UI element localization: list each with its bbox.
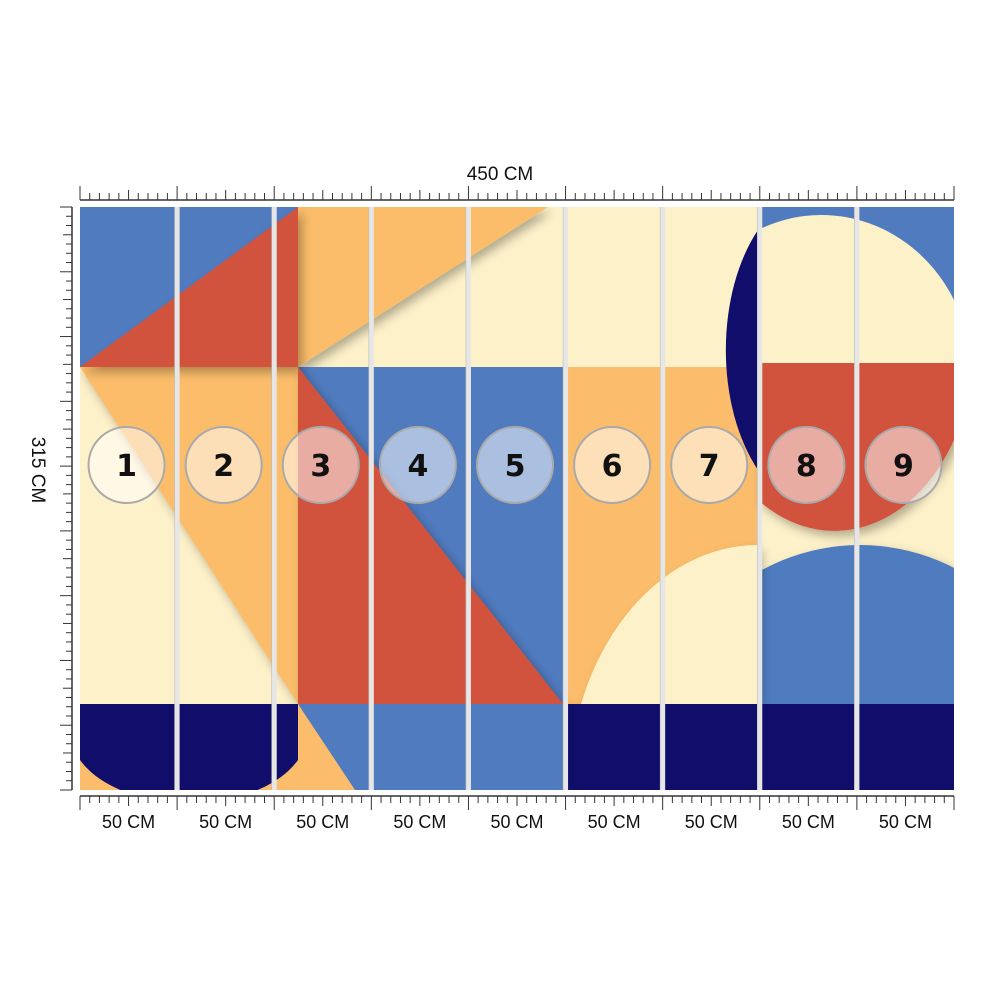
- panel-width-label: 50 CM: [685, 812, 738, 832]
- orange-bottom-triangle: [298, 704, 355, 790]
- panel-number: 2: [213, 449, 234, 484]
- panel-number-circle: [864, 426, 943, 504]
- panel-divider: [368, 207, 374, 790]
- panel-number-circle: [87, 426, 166, 504]
- orange-bottom-arc: [80, 704, 308, 790]
- wall-mural-artwork: [80, 207, 954, 790]
- red-top-triangle: [80, 207, 298, 367]
- panel-number-circle: [378, 426, 457, 504]
- panel-numbers: 1 2 3 4 5 6 7 8 9: [87, 426, 943, 504]
- panel-divider: [757, 207, 763, 790]
- panel-number-circle: [184, 426, 263, 504]
- panel-divider: [271, 207, 277, 790]
- panel-width-label: 50 CM: [782, 812, 835, 832]
- panel-number-circle: [476, 426, 554, 504]
- panel-number: 1: [116, 449, 137, 484]
- panel-number-circle: [670, 426, 749, 504]
- panel-divider: [465, 207, 471, 790]
- panel-width-label: 50 CM: [588, 812, 641, 832]
- panel-divider: [174, 207, 180, 790]
- panel-number: 4: [407, 449, 428, 484]
- panel-number: 9: [893, 449, 914, 484]
- panel-dividers: [174, 207, 860, 790]
- panel-width-label: 50 CM: [199, 812, 252, 832]
- red-middle-triangle: [298, 367, 563, 704]
- total-height-label: 315 CM: [27, 437, 48, 504]
- panel-number: 6: [602, 449, 623, 484]
- panel-divider: [563, 207, 569, 790]
- panel-divider: [660, 207, 666, 790]
- panel-width-label: 50 CM: [393, 812, 446, 832]
- panel-width-label: 50 CM: [490, 812, 543, 832]
- panel-number-circle: [767, 426, 846, 504]
- total-width-label: 450 CM: [467, 164, 534, 185]
- panel-width-label: 50 CM: [296, 812, 349, 832]
- panel-number: 3: [310, 449, 331, 484]
- navy-bottom-left-block: [80, 704, 298, 790]
- panel-number: 7: [699, 449, 720, 484]
- orange-top-block: [298, 207, 548, 367]
- navy-arc: [725, 230, 758, 470]
- panel-width-label: 50 CM: [102, 812, 155, 832]
- blue-top-right-corner: [758, 207, 954, 300]
- measurement-rulers: [60, 186, 955, 810]
- panel-number: 5: [505, 449, 526, 484]
- panel-number-circle: [573, 426, 652, 504]
- panel-number-circle: [281, 426, 360, 504]
- panel-width-labels: 50 CM 50 CM 50 CM 50 CM 50 CM 50 CM 50 CM 50 CM…: [102, 812, 932, 832]
- panel-number: 8: [796, 449, 817, 484]
- panel-divider: [854, 207, 860, 790]
- panel-width-label: 50 CM: [879, 812, 932, 832]
